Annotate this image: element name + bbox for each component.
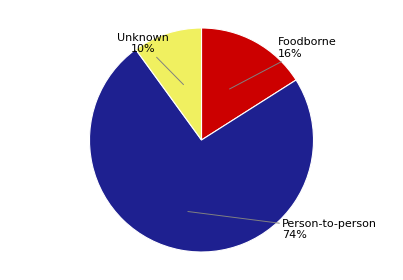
Wedge shape [202, 28, 296, 140]
Wedge shape [89, 49, 314, 252]
Wedge shape [136, 28, 202, 140]
Text: Person-to-person
74%: Person-to-person 74% [188, 211, 377, 241]
Text: Unknown
10%: Unknown 10% [117, 33, 183, 85]
Text: Foodborne
16%: Foodborne 16% [230, 37, 337, 89]
